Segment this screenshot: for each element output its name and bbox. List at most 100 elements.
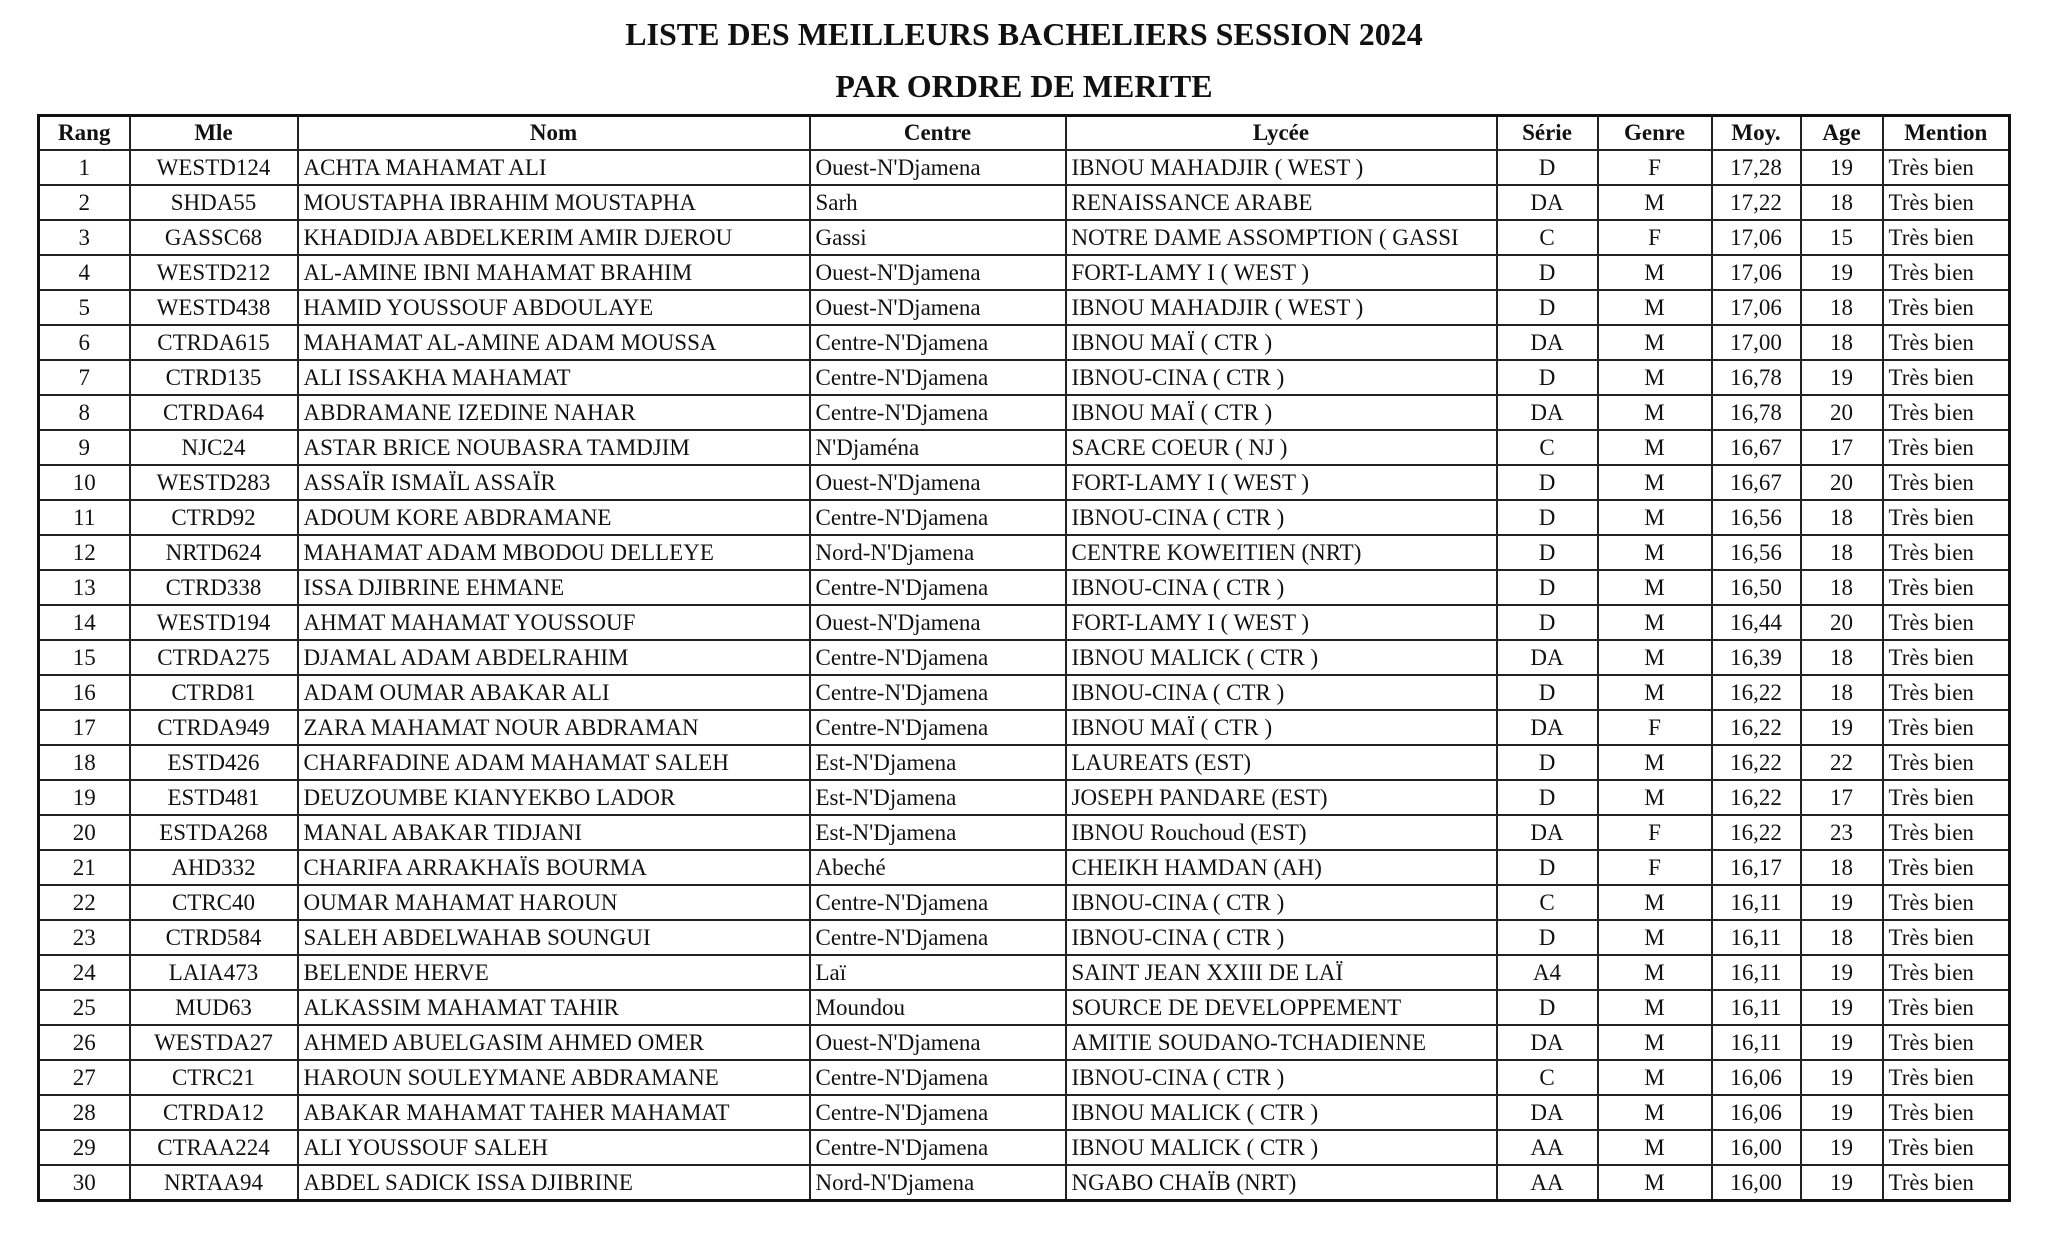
table-cell: 16,56: [1710, 499, 1802, 536]
table-cell: 21: [37, 849, 131, 886]
table-cell: Centre-N'Djamena: [808, 884, 1067, 921]
column-header: Rang: [37, 114, 131, 151]
table-cell: M: [1596, 289, 1713, 326]
table-cell: M: [1596, 1164, 1713, 1202]
column-header: Série: [1495, 114, 1599, 151]
table-cell: DA: [1495, 814, 1599, 851]
table-cell: Très bien: [1881, 709, 2011, 746]
table-cell: DA: [1495, 324, 1599, 361]
table-cell: AMITIE SOUDANO-TCHADIENNE: [1064, 1024, 1498, 1061]
table-cell: D: [1495, 744, 1599, 781]
table-cell: 19: [1799, 709, 1884, 746]
table-cell: Ouest-N'Djamena: [808, 254, 1067, 291]
table-cell: 18: [1799, 534, 1884, 571]
table-row: 3 GASSC68 KHADIDJA ABDELKERIM AMIR DJEROU G…: [37, 219, 2011, 256]
table-cell: M: [1596, 254, 1713, 291]
table-cell: IBNOU-CINA ( CTR ): [1064, 919, 1498, 956]
table-cell: 17: [37, 709, 131, 746]
table-cell: D: [1495, 149, 1599, 186]
table-cell: 18: [1799, 184, 1884, 221]
table-cell: Très bien: [1881, 604, 2011, 641]
table-cell: 20: [1799, 604, 1884, 641]
table-cell: 19: [1799, 1059, 1884, 1096]
table-row: 7 CTRD135 ALI ISSAKHA MAHAMAT Centre-N'Djam…: [37, 359, 2011, 396]
table-cell: Très bien: [1881, 254, 2011, 291]
table-cell: M: [1596, 779, 1713, 816]
table-cell: Très bien: [1881, 1129, 2011, 1166]
table-cell: 16,44: [1710, 604, 1802, 641]
table-cell: DA: [1495, 639, 1599, 676]
table-row: 1 WESTD124 ACHTA MAHAMAT ALI Ouest-N'Djamen…: [37, 149, 2011, 186]
table-cell: Moundou: [808, 989, 1067, 1026]
table-cell: CTRDA615: [128, 324, 299, 361]
table-cell: KHADIDJA ABDELKERIM AMIR DJEROU: [296, 219, 811, 256]
table-cell: 5: [37, 289, 131, 326]
table-cell: 3: [37, 219, 131, 256]
table-cell: IBNOU-CINA ( CTR ): [1064, 674, 1498, 711]
column-header: Genre: [1596, 114, 1713, 151]
table-cell: 11: [37, 499, 131, 536]
table-row: 5 WESTD438 HAMID YOUSSOUF ABDOULAYE Ouest-N…: [37, 289, 2011, 326]
table-cell: 16,22: [1710, 709, 1802, 746]
table-row: 25 MUD63 ALKASSIM MAHAMAT TAHIR Moundou SOUR…: [37, 989, 2011, 1026]
table-cell: NJC24: [128, 429, 299, 466]
table-cell: M: [1596, 534, 1713, 571]
table-cell: SAINT JEAN XXIII DE LAÏ: [1064, 954, 1498, 991]
table-cell: AHD332: [128, 849, 299, 886]
table-cell: ABDEL SADICK ISSA DJIBRINE: [296, 1164, 811, 1202]
table-cell: 20: [1799, 464, 1884, 501]
table-cell: HAMID YOUSSOUF ABDOULAYE: [296, 289, 811, 326]
table-cell: 19: [1799, 254, 1884, 291]
table-cell: IBNOU-CINA ( CTR ): [1064, 884, 1498, 921]
table-cell: 23: [1799, 814, 1884, 851]
subtitle: PAR ORDRE DE MERITE: [835, 68, 1213, 104]
table-cell: Centre-N'Djamena: [808, 324, 1067, 361]
title: LISTE DES MEILLEURS BACHELIERS SESSION 2…: [625, 16, 1423, 52]
table-cell: AL-AMINE IBNI MAHAMAT BRAHIM: [296, 254, 811, 291]
table-cell: 17,00: [1710, 324, 1802, 361]
table-cell: D: [1495, 604, 1599, 641]
table-cell: 15: [37, 639, 131, 676]
table-cell: WESTD124: [128, 149, 299, 186]
table-row: 26 WESTDA27 AHMED ABUELGASIM AHMED OMER Oue…: [37, 1024, 2011, 1061]
table-cell: 18: [37, 744, 131, 781]
table-cell: OUMAR MAHAMAT HAROUN: [296, 884, 811, 921]
table-cell: Très bien: [1881, 849, 2011, 886]
table-cell: C: [1495, 219, 1599, 256]
table-cell: ALKASSIM MAHAMAT TAHIR: [296, 989, 811, 1026]
table-cell: CTRAA224: [128, 1129, 299, 1166]
table-cell: WESTDA27: [128, 1024, 299, 1061]
table-cell: 18: [1799, 919, 1884, 956]
table-cell: 19: [1799, 1164, 1884, 1202]
table-cell: 22: [1799, 744, 1884, 781]
table-row: 24 LAIA473 BELENDE HERVE Laï SAINT JEAN XXII…: [37, 954, 2011, 991]
table-cell: IBNOU Rouchoud (EST): [1064, 814, 1498, 851]
table-cell: 16,11: [1710, 884, 1802, 921]
table-cell: 19: [1799, 149, 1884, 186]
table-row: 10 WESTD283 ASSAÏR ISMAÏL ASSAÏR Ouest-N'Dj…: [37, 464, 2011, 501]
table-cell: Très bien: [1881, 219, 2011, 256]
table-cell: MANAL ABAKAR TIDJANI: [296, 814, 811, 851]
table-cell: Nord-N'Djamena: [808, 1164, 1067, 1202]
table-cell: WESTD438: [128, 289, 299, 326]
table-cell: 16,17: [1710, 849, 1802, 886]
table-row: 16 CTRD81 ADAM OUMAR ABAKAR ALI Centre-N'Dj…: [37, 674, 2011, 711]
table-cell: 17: [1799, 779, 1884, 816]
table-cell: D: [1495, 779, 1599, 816]
table-cell: 14: [37, 604, 131, 641]
table-cell: Très bien: [1881, 464, 2011, 501]
table-cell: MAHAMAT ADAM MBODOU DELLEYE: [296, 534, 811, 571]
table-cell: M: [1596, 639, 1713, 676]
table-cell: 2: [37, 184, 131, 221]
table-cell: Très bien: [1881, 429, 2011, 466]
table-cell: 16,78: [1710, 394, 1802, 431]
table-cell: Très bien: [1881, 394, 2011, 431]
table-cell: 4: [37, 254, 131, 291]
table-cell: WESTD194: [128, 604, 299, 641]
table-cell: 19: [37, 779, 131, 816]
table-cell: Est-N'Djamena: [808, 744, 1067, 781]
table-cell: LAIA473: [128, 954, 299, 991]
table-cell: M: [1596, 674, 1713, 711]
table-cell: Ouest-N'Djamena: [808, 464, 1067, 501]
